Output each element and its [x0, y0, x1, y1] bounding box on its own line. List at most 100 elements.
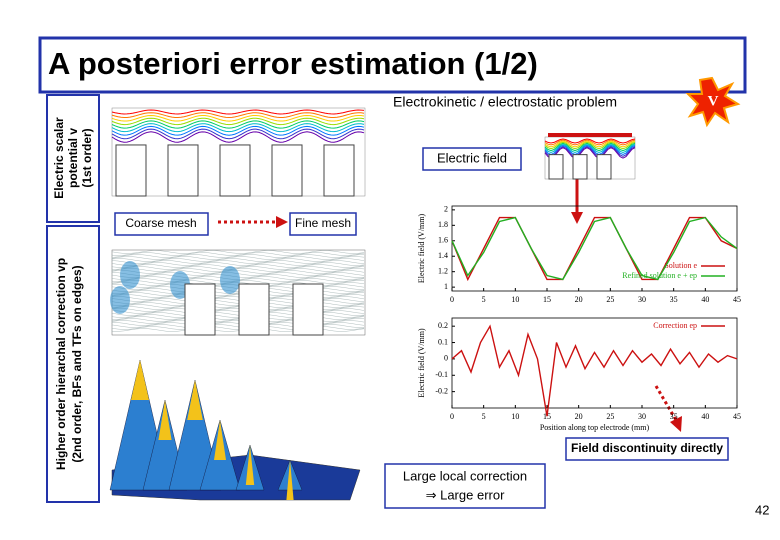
electrode-notch — [596, 154, 612, 180]
contour-line — [544, 147, 636, 159]
x-tick-label: 25 — [606, 295, 614, 304]
mesh-notch — [238, 283, 270, 336]
contour-line — [544, 142, 636, 152]
contour-line — [111, 120, 365, 129]
surface-peak-top — [158, 400, 172, 440]
top-electrode — [548, 133, 632, 137]
source-burst — [685, 76, 741, 128]
surface-peak-top — [245, 445, 255, 485]
illustrations — [109, 107, 636, 501]
problem-label: Electrokinetic / electrostatic problem — [393, 94, 617, 110]
x-axis-label: Position along top electrode (mm) — [540, 423, 650, 432]
mesh-hotspot — [120, 261, 140, 289]
mesh-notch — [292, 283, 324, 336]
surface-peak-top — [131, 360, 149, 400]
x-tick-label: 25 — [606, 412, 614, 421]
contour-line — [544, 145, 636, 155]
x-tick-label: 35 — [670, 295, 678, 304]
side-label: Electric scalar — [52, 117, 66, 199]
contour-line — [111, 123, 365, 133]
mesh-line — [111, 258, 365, 262]
electric-field-label: Electric field — [437, 150, 507, 165]
mesh-hotspot — [110, 286, 130, 314]
x-tick-label: 15 — [543, 295, 551, 304]
contour-line — [111, 109, 365, 115]
x-tick-label: 5 — [482, 295, 486, 304]
correction-line: ⇒ Large error — [426, 487, 505, 502]
mesh-line — [111, 260, 365, 264]
contour-line — [544, 141, 636, 150]
x-tick-label: 10 — [511, 412, 519, 421]
y-tick-label: 0.1 — [438, 337, 448, 346]
y-axis-label: Electric field (V/mm) — [417, 214, 426, 284]
electrode-notch — [271, 144, 303, 197]
x-tick-label: 15 — [543, 412, 551, 421]
coarse-mesh-label: Coarse mesh — [125, 216, 196, 230]
plots: 0 5 10 15 20 25 30 35 40 45 1 1.2 1.4 1.6 1.8 2 Electric… — [417, 205, 741, 432]
side-label: Higher order hierarchal correction vp — [54, 258, 68, 470]
electric-field-box — [422, 147, 522, 171]
x-tick-label: 45 — [733, 412, 741, 421]
mesh-arrowhead — [276, 216, 288, 228]
contour-line — [111, 117, 365, 126]
mesh-line — [111, 264, 365, 268]
legend-label: Correction ep — [653, 321, 697, 330]
x-tick-label: 20 — [575, 295, 583, 304]
mesh-line — [111, 252, 365, 256]
y-tick-label: 1.8 — [438, 220, 448, 229]
y-tick-label: 2 — [444, 205, 448, 214]
x-tick-label: 40 — [701, 295, 709, 304]
contour-line — [111, 128, 365, 140]
contour-line — [544, 143, 636, 154]
x-tick-label: 0 — [450, 412, 454, 421]
electrode-notch — [323, 144, 355, 197]
contour-line — [544, 140, 636, 148]
side-frame-bottom — [46, 225, 100, 503]
correction-line: Large local correction — [403, 468, 527, 483]
contour-line — [544, 139, 636, 146]
mesh-line — [111, 254, 365, 258]
x-tick-label: 30 — [638, 412, 646, 421]
fine-mesh-label: Fine mesh — [295, 216, 351, 230]
contour-line — [544, 146, 636, 157]
y-tick-label: 1.2 — [438, 267, 448, 276]
electrode-notch — [572, 154, 588, 180]
contour-line — [111, 112, 365, 119]
y-tick-label: -0.1 — [435, 370, 448, 379]
y-tick-label: 0 — [444, 354, 448, 363]
correction-box — [384, 463, 546, 509]
side-label: (2nd order, BFs and TFs on edges) — [70, 265, 84, 462]
mesh-line — [111, 250, 365, 254]
contour-line — [544, 138, 636, 144]
field-arrowhead — [571, 212, 583, 224]
mesh-hotspot — [220, 266, 240, 294]
y-tick-label: -0.2 — [435, 386, 448, 395]
discontinuity-arrow — [654, 385, 678, 421]
x-tick-label: 30 — [638, 295, 646, 304]
discontinuity-label: Field discontinuity directly — [571, 441, 723, 455]
source-symbol: V — [708, 93, 719, 109]
y-tick-label: 1.4 — [438, 251, 448, 260]
series-line — [451, 216, 738, 281]
title: A posteriori error estimation (1/2) — [48, 46, 538, 81]
side-label: (1st order) — [80, 128, 94, 187]
legend-label: Refined solution e + ep — [622, 271, 697, 280]
page-number: 42 — [755, 502, 769, 517]
y-tick-label: 1.6 — [438, 236, 448, 245]
x-tick-label: 10 — [511, 295, 519, 304]
x-tick-label: 35 — [670, 412, 678, 421]
discontinuity-box — [565, 437, 729, 461]
electrode-notch — [219, 144, 251, 197]
x-tick-label: 20 — [575, 412, 583, 421]
mesh-line — [111, 256, 365, 260]
side-frame-top — [46, 94, 100, 223]
electrode-notch — [167, 144, 199, 197]
electrode-notch — [548, 154, 564, 180]
x-tick-label: 0 — [450, 295, 454, 304]
y-tick-label: 1 — [444, 282, 448, 291]
mesh-line — [111, 262, 365, 266]
coarse-mesh-box — [114, 212, 209, 236]
plot-frame — [451, 317, 738, 409]
series-line — [451, 324, 738, 417]
